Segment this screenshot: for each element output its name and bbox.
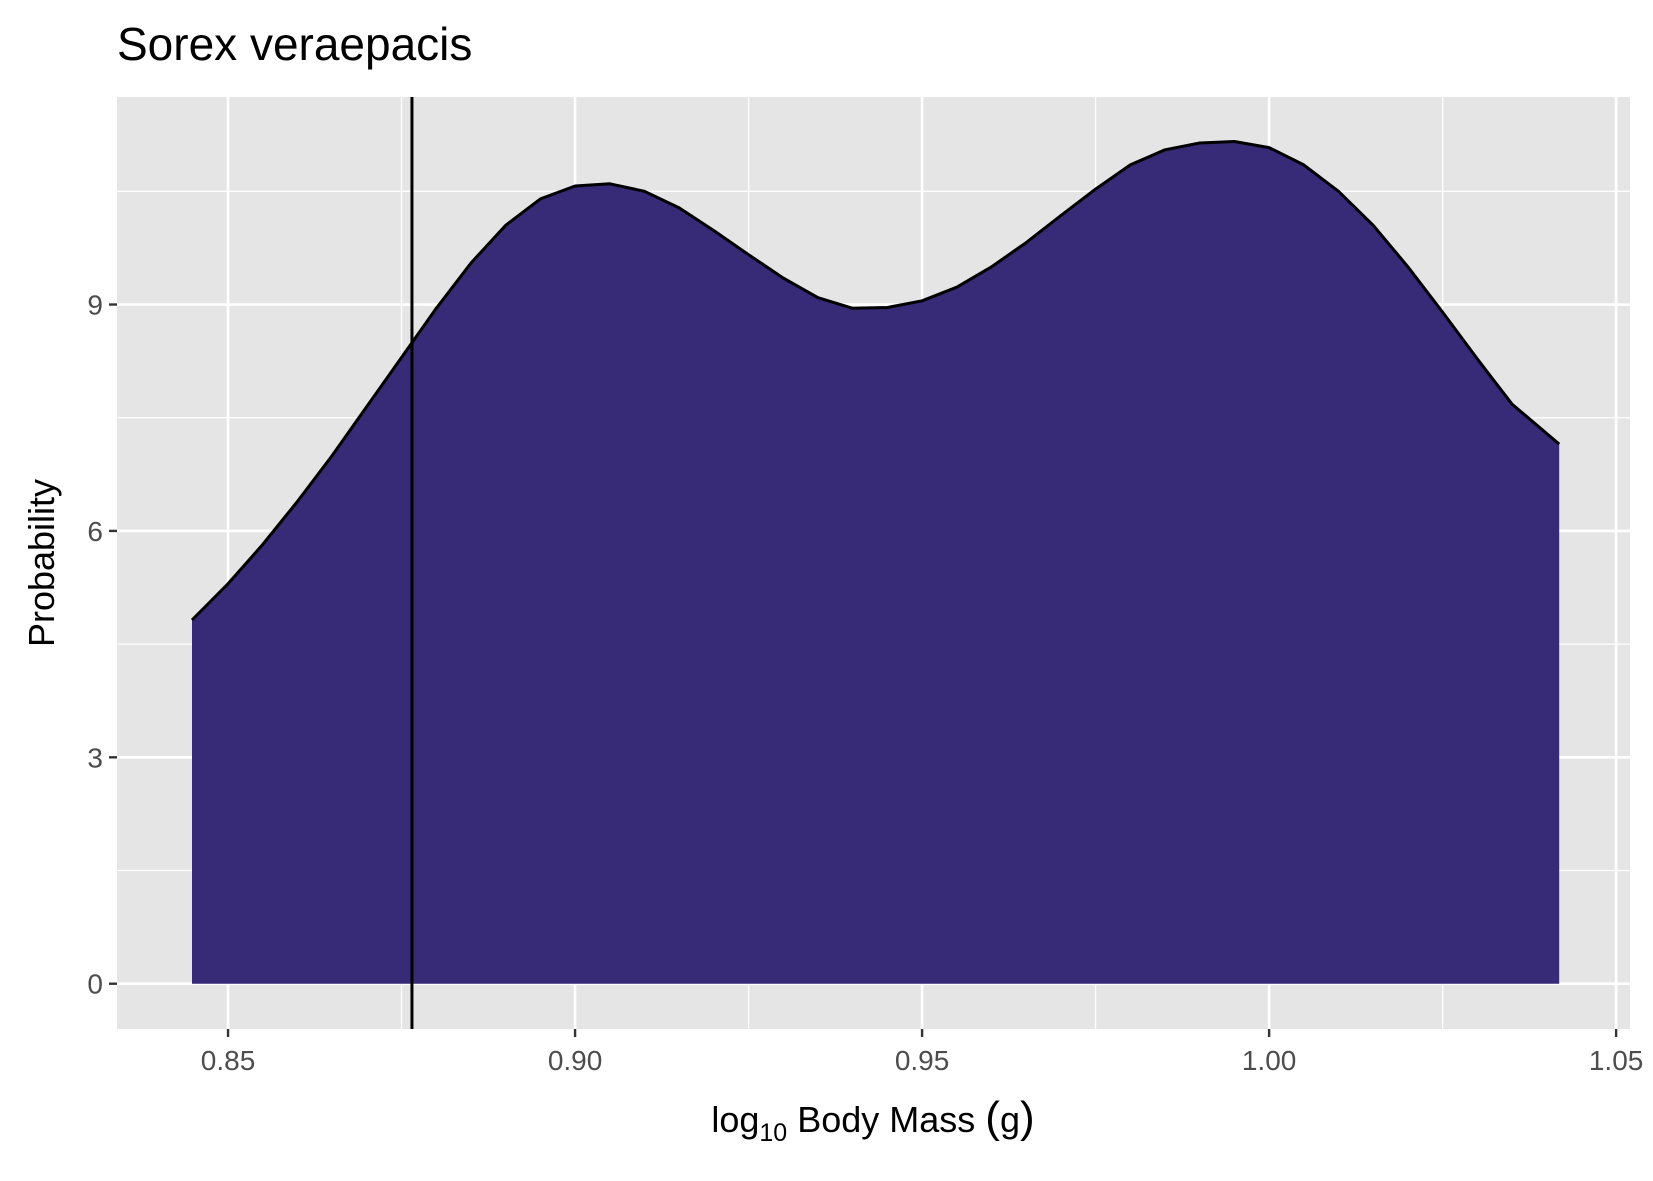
x-axis: 0.85 0.90 0.95 1.00 1.05: [201, 1029, 1644, 1076]
x-axis-title-paren-close: ): [1020, 1093, 1035, 1142]
y-tick-label: 6: [87, 516, 103, 547]
y-axis: 0 3 6 9: [87, 290, 117, 1000]
x-axis-title-paren-open: (: [985, 1093, 1000, 1142]
density-outline: [190, 140, 1561, 622]
x-axis-title-log: log: [711, 1099, 759, 1140]
y-tick-label: 9: [87, 290, 103, 321]
x-tick-label: 0.85: [201, 1045, 256, 1076]
x-tick-label: 1.05: [1589, 1045, 1644, 1076]
x-axis-title-subscript: 10: [759, 1119, 787, 1147]
density-series: [190, 140, 1561, 984]
density-area: [192, 141, 1560, 984]
x-axis-title-rest: Body Mass: [787, 1099, 985, 1140]
x-axis-title-unit: g: [1000, 1099, 1020, 1140]
chart-title: Sorex veraepacis: [117, 18, 472, 70]
x-axis-title: log10 Body Mass (g): [711, 1093, 1034, 1147]
x-tick-label: 0.95: [895, 1045, 950, 1076]
y-tick-label: 3: [87, 742, 103, 773]
y-axis-title: Probability: [21, 479, 62, 647]
x-tick-label: 1.00: [1242, 1045, 1297, 1076]
x-tick-label: 0.90: [548, 1045, 603, 1076]
y-tick-label: 0: [87, 969, 103, 1000]
